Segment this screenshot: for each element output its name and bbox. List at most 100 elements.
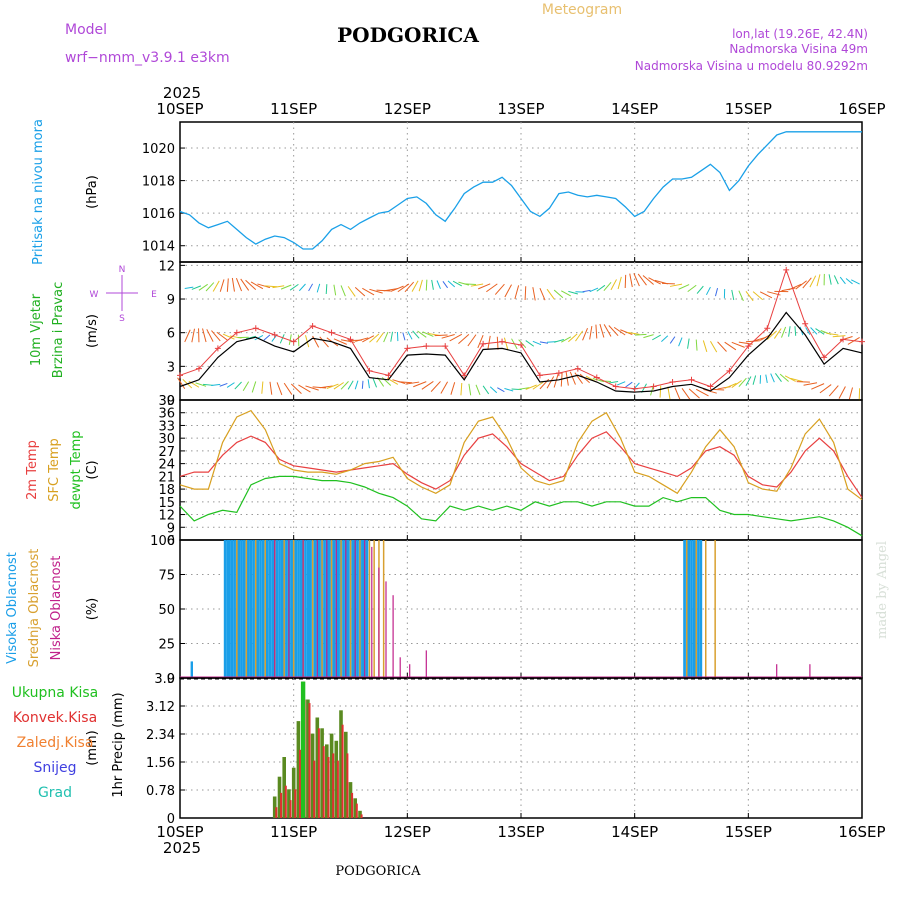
cloud-bar (714, 540, 716, 678)
pressure-line (180, 132, 862, 249)
x-tick-label-bottom: 14SEP (611, 823, 658, 841)
cloud-bar (312, 540, 314, 678)
y-tick-label: 39 (158, 394, 175, 409)
wind-arrow (604, 282, 611, 290)
wind-arrow (839, 387, 845, 399)
precip-conv-bar (342, 725, 344, 818)
wind-arrow (362, 288, 374, 295)
wind-gust-marker (632, 386, 638, 392)
wind-arrow (583, 290, 591, 291)
wind-arrow (426, 280, 427, 291)
y-unit-label: (hPa) (85, 175, 100, 209)
cloud-bar (686, 540, 688, 678)
wind-arrow (829, 386, 838, 397)
precip-conv-bar (327, 757, 329, 818)
cloud-bar (409, 664, 410, 678)
wind-arrow (675, 388, 680, 400)
wind-arrow (252, 381, 256, 392)
wind-arrow (490, 387, 497, 393)
wind-arrow (495, 284, 504, 294)
wind-arrow (590, 326, 592, 339)
wind-arrow (810, 276, 816, 287)
cloud-bar (229, 540, 231, 678)
cloud-bar (309, 540, 311, 678)
y-tick-label: 100 (150, 534, 175, 549)
x-tick-label-bottom: 16SEP (838, 823, 885, 841)
wind-arrow (284, 383, 292, 394)
x-tick-label-bottom: 10SEP (156, 823, 203, 841)
wind-arrow (630, 274, 633, 287)
wind-arrow (600, 324, 604, 337)
cloud-bar (236, 540, 238, 678)
y-axis-label: 10m Vjetar (29, 293, 44, 366)
precip-conv-bar (299, 750, 301, 818)
wind-arrow (341, 381, 348, 389)
panel-frame (180, 122, 862, 262)
x-tick-label-top: 10SEP (156, 100, 203, 118)
cloud-bar (328, 540, 330, 678)
cloud-bar (255, 540, 257, 678)
wind-arrow (348, 381, 353, 390)
wind-arrow (377, 333, 384, 342)
cloud-bar (355, 540, 356, 678)
cloud-bar (252, 540, 254, 678)
y-tick-label: 3 (167, 360, 175, 375)
wind-arrow (432, 280, 434, 290)
wind-arrow (213, 281, 219, 292)
wind-arrow (417, 331, 426, 337)
wind-arrow (277, 382, 282, 395)
wind-arrow (618, 277, 621, 289)
wind-arrow (220, 383, 228, 386)
precip-conv-bar (313, 761, 315, 818)
cloud-bar (271, 540, 273, 678)
wind-arrow (780, 374, 788, 381)
wind-arrow (710, 341, 716, 352)
cloud-bar (378, 568, 379, 678)
precip-conv-bar (290, 800, 292, 818)
cloud-bar (809, 664, 810, 678)
wind-arrow (203, 329, 207, 343)
wind-arrow (846, 278, 852, 283)
cloud-bar (342, 540, 344, 678)
wind-arrow (540, 342, 548, 343)
cloud-bar (265, 540, 267, 678)
wind-arrow (199, 284, 208, 290)
cloud-bar (371, 547, 372, 678)
y-tick-label: 3.9 (154, 672, 175, 687)
wind-gust-marker (480, 341, 486, 347)
wind-gust-marker (329, 330, 335, 336)
cloud-bar (300, 540, 302, 678)
precip-conv-bar (346, 753, 348, 818)
wind-arrow (192, 329, 195, 342)
x-tick-label-top: 14SEP (611, 100, 658, 118)
wind-arrow (849, 387, 852, 400)
wind-arrow (706, 287, 710, 295)
y-axis-label: dewpt Temp (69, 430, 84, 509)
wind-arrow (515, 285, 519, 298)
y-axis-label: Brzina i Pravac (51, 282, 66, 379)
wind-arrow (766, 375, 768, 383)
wind-arrow (483, 386, 489, 394)
panels: 10SEP10SEP11SEP11SEP12SEP12SEP13SEP13SEP… (5, 100, 886, 841)
cloud-bar (369, 540, 371, 678)
wind-arrow (306, 386, 319, 390)
panel-frame (180, 262, 862, 400)
wind-arrow (611, 279, 617, 289)
wind-arrow (468, 335, 476, 346)
cloud-bar (385, 581, 386, 678)
cloud-bar (340, 540, 342, 678)
model-label: Model (65, 22, 107, 38)
cloud-bar (345, 540, 346, 678)
precip-conv-bar (332, 753, 334, 818)
wind-arrow (596, 325, 597, 339)
cloud-bar (233, 540, 235, 678)
wind-arrow (298, 385, 310, 392)
wind-arrow (469, 384, 471, 395)
wind-gust-marker (783, 267, 789, 273)
wind-arrow (243, 382, 248, 391)
wind-arrow (688, 339, 690, 349)
wind-gust-marker (499, 339, 505, 345)
cloud-bar (257, 540, 259, 678)
cloud-bar (259, 540, 261, 678)
